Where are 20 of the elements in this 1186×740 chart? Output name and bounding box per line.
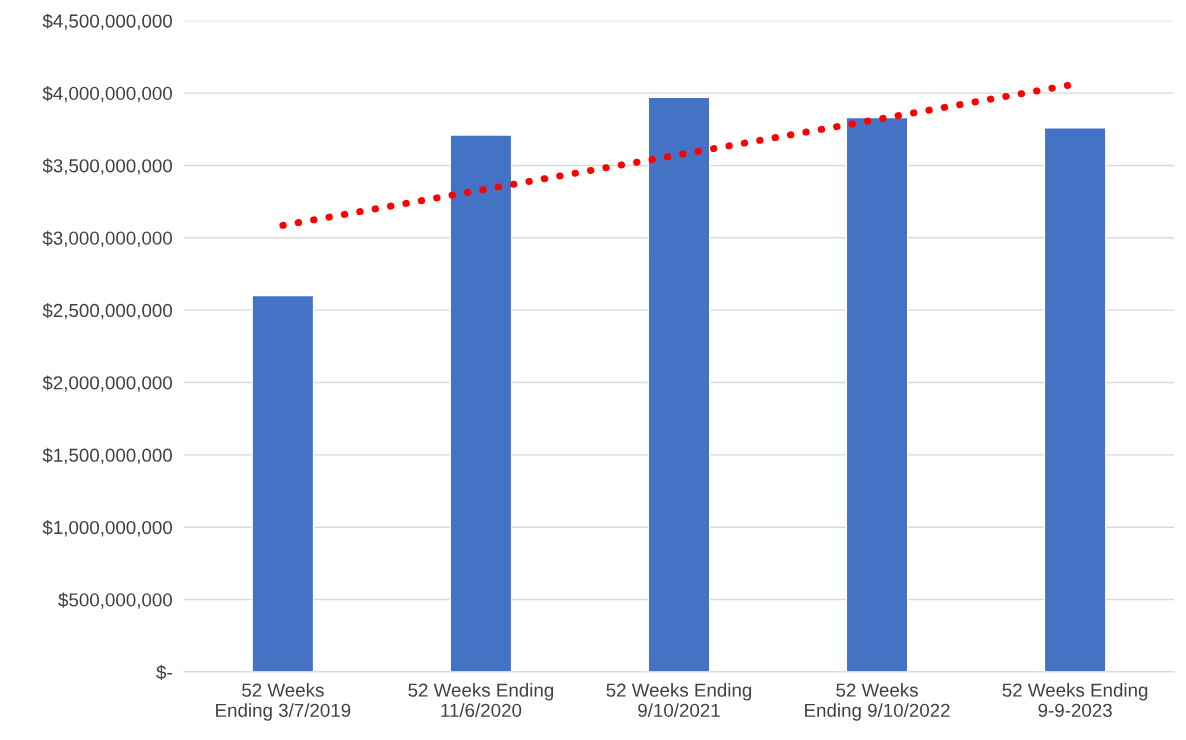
y-tick-label: $2,000,000,000 [42, 375, 172, 392]
x-tick-label: 52 Weeks Ending 3/7/2019 [216, 683, 351, 721]
x-tick-label: 52 Weeks Ending 9/10/2022 [805, 683, 950, 721]
bar [647, 96, 711, 672]
x-tick-label: 52 Weeks Ending 9-9-2023 [1002, 683, 1148, 717]
bar [1043, 127, 1107, 672]
y-tick-label: $1,000,000,000 [42, 520, 172, 537]
y-tick-label: $3,500,000,000 [42, 158, 172, 175]
y-tick-label: $500,000,000 [58, 592, 172, 609]
x-tick-label: 52 Weeks Ending 11/6/2020 [408, 683, 554, 717]
bar [845, 116, 909, 672]
y-tick-label: $2,500,000,000 [42, 303, 172, 320]
bar [251, 294, 315, 672]
y-tick-label: $- [156, 664, 172, 681]
bar [449, 134, 513, 672]
y-tick-label: $4,000,000,000 [42, 85, 172, 103]
x-tick-label: 52 Weeks Ending 9/10/2021 [606, 683, 752, 717]
y-tick-label: $1,500,000,000 [42, 447, 172, 465]
y-tick-label: $3,000,000,000 [42, 230, 172, 247]
y-tick-label: $4,500,000,000 [42, 13, 172, 30]
